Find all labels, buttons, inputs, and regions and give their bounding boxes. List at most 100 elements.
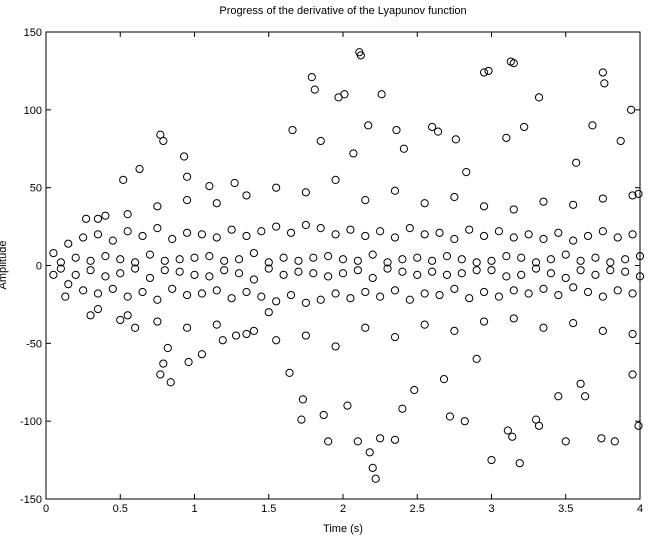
point	[101, 272, 110, 281]
point	[190, 253, 199, 262]
point	[479, 317, 489, 326]
point	[450, 326, 459, 335]
point	[93, 230, 103, 239]
point	[131, 264, 140, 273]
point	[569, 236, 578, 245]
point	[331, 230, 340, 239]
point	[383, 264, 392, 273]
point	[613, 233, 622, 242]
chart-title: Progress of the derivative of the Lyapun…	[219, 5, 466, 17]
point	[569, 200, 578, 209]
point	[301, 220, 310, 230]
point	[515, 459, 524, 468]
y-tick-label: 0	[36, 261, 42, 273]
point	[472, 258, 481, 267]
point	[123, 292, 132, 301]
point	[420, 230, 429, 239]
point	[307, 73, 316, 82]
point	[561, 273, 570, 283]
point	[166, 378, 175, 387]
point	[353, 266, 362, 275]
point	[484, 66, 493, 76]
point	[131, 258, 140, 267]
point	[131, 323, 140, 332]
point	[119, 175, 128, 184]
point	[479, 68, 489, 77]
point	[460, 417, 469, 426]
x-tick-label: 0	[43, 503, 49, 515]
point	[413, 253, 422, 262]
point	[324, 272, 333, 281]
point	[420, 289, 429, 298]
x-axis-label: Time (s)	[323, 523, 363, 535]
point	[361, 196, 370, 205]
point	[272, 336, 281, 345]
point	[93, 304, 103, 314]
point	[242, 191, 251, 200]
point	[101, 211, 110, 220]
point	[621, 267, 630, 276]
point	[231, 331, 241, 340]
point	[138, 287, 147, 297]
point	[405, 295, 414, 304]
point	[621, 255, 630, 264]
point	[316, 224, 325, 233]
point	[634, 189, 643, 198]
point	[356, 51, 365, 60]
point	[234, 255, 244, 264]
x-tick-label: 0.5	[113, 503, 128, 515]
point	[524, 289, 533, 298]
point	[279, 270, 288, 279]
point	[264, 308, 273, 317]
point	[123, 227, 132, 236]
point	[398, 404, 407, 413]
point	[272, 183, 281, 192]
point	[160, 256, 169, 265]
point	[583, 287, 593, 297]
point	[197, 350, 207, 359]
point	[242, 231, 251, 241]
point	[435, 228, 444, 237]
point	[572, 158, 581, 167]
point	[539, 323, 548, 332]
point	[509, 59, 518, 68]
point	[368, 273, 377, 283]
point	[205, 252, 214, 261]
point	[390, 333, 400, 342]
point	[116, 269, 125, 278]
point	[180, 152, 189, 161]
point	[576, 256, 585, 265]
point	[398, 267, 407, 276]
point	[390, 186, 400, 195]
point	[116, 315, 125, 325]
point	[309, 269, 318, 278]
point	[580, 392, 590, 401]
point	[212, 199, 221, 208]
point	[450, 234, 459, 244]
point	[435, 290, 444, 300]
point	[182, 290, 192, 300]
point	[450, 284, 459, 293]
point	[428, 256, 437, 265]
point	[294, 256, 303, 265]
point	[160, 266, 169, 275]
point	[610, 437, 619, 446]
point	[428, 267, 437, 276]
point	[182, 228, 192, 237]
point	[472, 354, 481, 363]
point	[64, 280, 73, 289]
point	[457, 269, 466, 278]
point	[301, 331, 310, 340]
point	[465, 225, 474, 234]
y-tick-label: 150	[24, 27, 42, 39]
point	[439, 375, 449, 384]
point	[383, 258, 392, 267]
y-tick-label: -100	[20, 416, 42, 428]
point	[450, 192, 459, 202]
point	[365, 448, 374, 457]
point	[376, 434, 385, 443]
point	[286, 290, 296, 300]
point	[298, 395, 308, 404]
point	[479, 287, 489, 297]
